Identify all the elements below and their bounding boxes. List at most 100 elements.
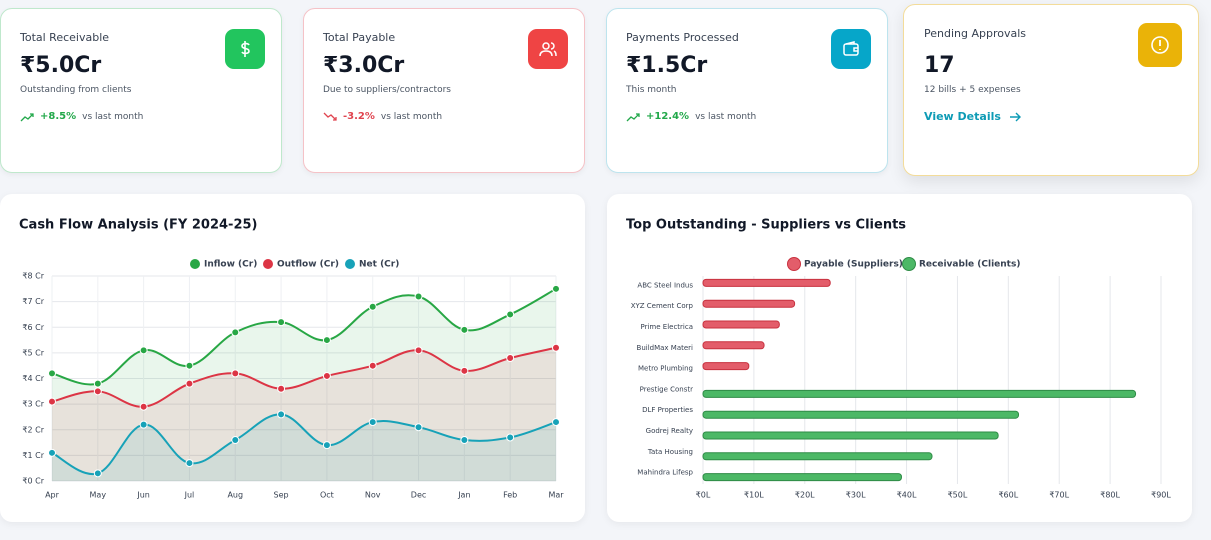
area — [52, 347, 556, 481]
point — [322, 371, 331, 380]
point — [506, 433, 515, 442]
point — [322, 441, 331, 450]
card-title: Total Payable — [323, 31, 396, 44]
card-value: ₹1.5Cr — [626, 53, 708, 78]
point — [231, 369, 240, 378]
y-tick-label: ₹2 Cr — [22, 425, 44, 434]
y-tick-label: ₹8 Cr — [22, 272, 44, 281]
x-tick-label: Feb — [503, 491, 517, 500]
y-tick-label: Prestige Constr — [640, 385, 693, 393]
point — [93, 387, 102, 396]
x-tick-label: Dec — [411, 491, 426, 500]
y-tick-label: DLF Properties — [642, 406, 693, 414]
x-tick-label: Jan — [457, 491, 470, 500]
x-tick-label: ₹30L — [846, 491, 866, 500]
card-title: Pending Approvals — [924, 27, 1027, 40]
bar — [702, 410, 1020, 419]
point — [368, 302, 377, 311]
card-value: ₹3.0Cr — [323, 53, 405, 78]
legend-label: Inflow (Cr) — [204, 260, 257, 270]
y-tick-label: ₹3 Cr — [22, 400, 44, 409]
point — [139, 420, 148, 429]
kpi-card: Payments Processed ₹1.5Cr This month +12… — [606, 8, 888, 173]
x-tick-label: Apr — [45, 491, 60, 500]
y-tick-label: ₹5 Cr — [22, 348, 44, 357]
x-tick-label: ₹0L — [696, 491, 711, 500]
bar — [702, 278, 831, 287]
point — [277, 384, 286, 393]
card-change: -3.2% vs last month — [323, 111, 442, 122]
chart-title: Top Outstanding - Suppliers vs Clients — [626, 218, 906, 233]
point — [139, 402, 148, 411]
x-tick-label: Sep — [274, 491, 289, 500]
point — [414, 292, 423, 301]
alert-icon — [1151, 36, 1169, 54]
card-subtitle: Outstanding from clients — [20, 85, 132, 95]
chart-title: Cash Flow Analysis (FY 2024-25) — [19, 218, 257, 233]
kpi-card: Total Payable ₹3.0Cr Due to suppliers/co… — [303, 8, 585, 173]
point — [185, 361, 194, 370]
legend-marker — [345, 259, 355, 269]
card-icon — [1138, 23, 1182, 67]
point — [414, 423, 423, 432]
point — [185, 459, 194, 468]
x-tick-label: Jun — [136, 491, 150, 500]
y-tick-label: Metro Plumbing — [638, 365, 693, 373]
y-tick-label: ₹6 Cr — [22, 323, 44, 332]
x-tick-label: ₹60L — [998, 491, 1018, 500]
bar — [702, 473, 902, 482]
legend-marker — [190, 259, 200, 269]
point — [231, 328, 240, 337]
point — [93, 379, 102, 388]
point — [552, 343, 560, 352]
card-title: Payments Processed — [626, 31, 739, 44]
point — [506, 354, 515, 362]
point — [368, 418, 377, 427]
bar — [702, 431, 999, 440]
link-text[interactable]: View Details — [924, 110, 1001, 123]
legend-label: Net (Cr) — [359, 260, 399, 270]
change-label: vs last month — [380, 111, 443, 122]
view-details-link[interactable]: View Details — [924, 110, 1021, 123]
y-tick-label: ABC Steel Indus — [637, 281, 693, 289]
y-tick-label: Godrej Realty — [646, 427, 693, 435]
card-icon — [225, 29, 265, 69]
x-tick-label: Nov — [365, 491, 381, 500]
users-icon — [539, 42, 557, 57]
point — [506, 310, 515, 319]
point — [552, 418, 560, 427]
line — [51, 346, 557, 408]
legend-label: Receivable (Clients) — [919, 260, 1020, 270]
x-tick-label: Oct — [320, 491, 334, 500]
point — [93, 469, 102, 478]
change-value: +12.4% — [646, 111, 690, 122]
card-subtitle: Due to suppliers/contractors — [323, 85, 451, 95]
wallet-icon — [843, 41, 859, 56]
point — [139, 346, 148, 355]
x-tick-label: ₹90L — [1151, 491, 1171, 500]
x-tick-label: May — [90, 491, 107, 500]
card-title: Total Receivable — [20, 31, 110, 44]
point — [322, 336, 331, 345]
kpi-card: Pending Approvals 17 12 bills + 5 expens… — [903, 4, 1199, 176]
card-change: +12.4% vs last month — [626, 111, 756, 122]
legend-label: Outflow (Cr) — [277, 260, 339, 270]
x-tick-label: Jul — [184, 491, 195, 500]
line — [51, 287, 557, 386]
change-value: +8.5% — [40, 111, 77, 122]
card-icon — [831, 29, 871, 69]
y-tick-label: Tata Housing — [647, 448, 693, 456]
legend-marker — [787, 257, 801, 271]
point — [231, 436, 240, 444]
point — [460, 325, 469, 334]
legend-marker — [263, 259, 273, 269]
x-tick-label: ₹10L — [744, 491, 764, 500]
point — [48, 397, 56, 406]
point — [185, 379, 194, 388]
x-tick-label: ₹40L — [897, 491, 917, 500]
bar — [702, 320, 780, 329]
card-subtitle: 12 bills + 5 expenses — [924, 85, 1021, 95]
chart-panel: Cash Flow Analysis (FY 2024-25) ₹0 Cr ₹1 … — [0, 194, 585, 522]
change-value: -3.2% — [343, 111, 375, 122]
